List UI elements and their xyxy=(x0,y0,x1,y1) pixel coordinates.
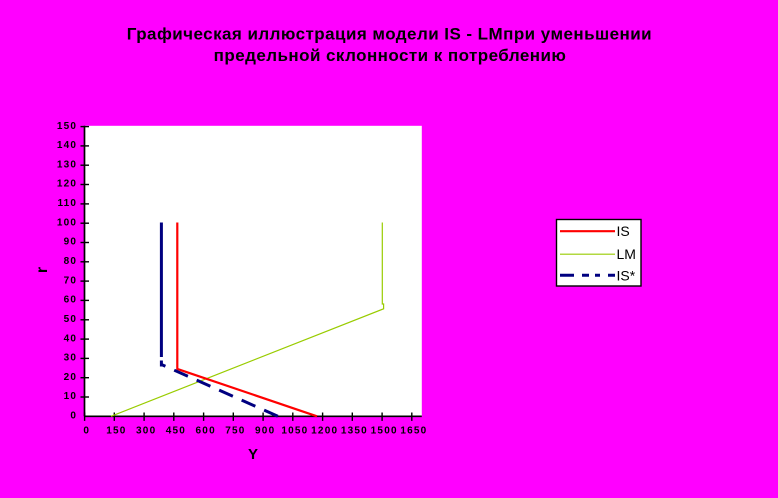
svg-text:150: 150 xyxy=(57,121,77,132)
svg-text:750: 750 xyxy=(225,426,245,437)
svg-text:1500: 1500 xyxy=(371,426,398,437)
svg-text:80: 80 xyxy=(64,256,78,267)
svg-text:150: 150 xyxy=(106,426,126,437)
svg-text:Y: Y xyxy=(248,446,258,463)
svg-text:600: 600 xyxy=(196,426,216,437)
svg-text:r: r xyxy=(34,267,51,273)
svg-text:130: 130 xyxy=(57,159,77,170)
svg-text:Графическая иллюстрация модели: Графическая иллюстрация модели IS - LMпр… xyxy=(127,25,652,44)
svg-text:0: 0 xyxy=(70,411,77,422)
svg-text:1200: 1200 xyxy=(311,426,338,437)
svg-text:90: 90 xyxy=(64,237,78,248)
svg-text:20: 20 xyxy=(64,372,78,383)
svg-text:300: 300 xyxy=(136,426,156,437)
svg-text:1050: 1050 xyxy=(281,426,308,437)
svg-text:100: 100 xyxy=(57,217,77,228)
svg-text:70: 70 xyxy=(64,275,78,286)
svg-text:1350: 1350 xyxy=(341,426,368,437)
svg-text:900: 900 xyxy=(255,426,275,437)
svg-text:60: 60 xyxy=(64,295,78,306)
svg-text:IS: IS xyxy=(617,223,630,239)
svg-text:предельной склонности к потреб: предельной склонности к потреблению xyxy=(214,46,567,65)
svg-text:LM: LM xyxy=(617,246,636,262)
svg-text:110: 110 xyxy=(57,198,77,209)
svg-text:IS*: IS* xyxy=(617,267,636,283)
svg-text:120: 120 xyxy=(57,179,77,190)
svg-text:30: 30 xyxy=(64,353,78,364)
svg-text:40: 40 xyxy=(64,333,78,344)
svg-text:140: 140 xyxy=(57,140,77,151)
svg-text:10: 10 xyxy=(64,391,78,402)
svg-text:1650: 1650 xyxy=(400,426,427,437)
svg-text:0: 0 xyxy=(83,426,90,437)
svg-text:450: 450 xyxy=(166,426,186,437)
svg-text:50: 50 xyxy=(64,314,78,325)
